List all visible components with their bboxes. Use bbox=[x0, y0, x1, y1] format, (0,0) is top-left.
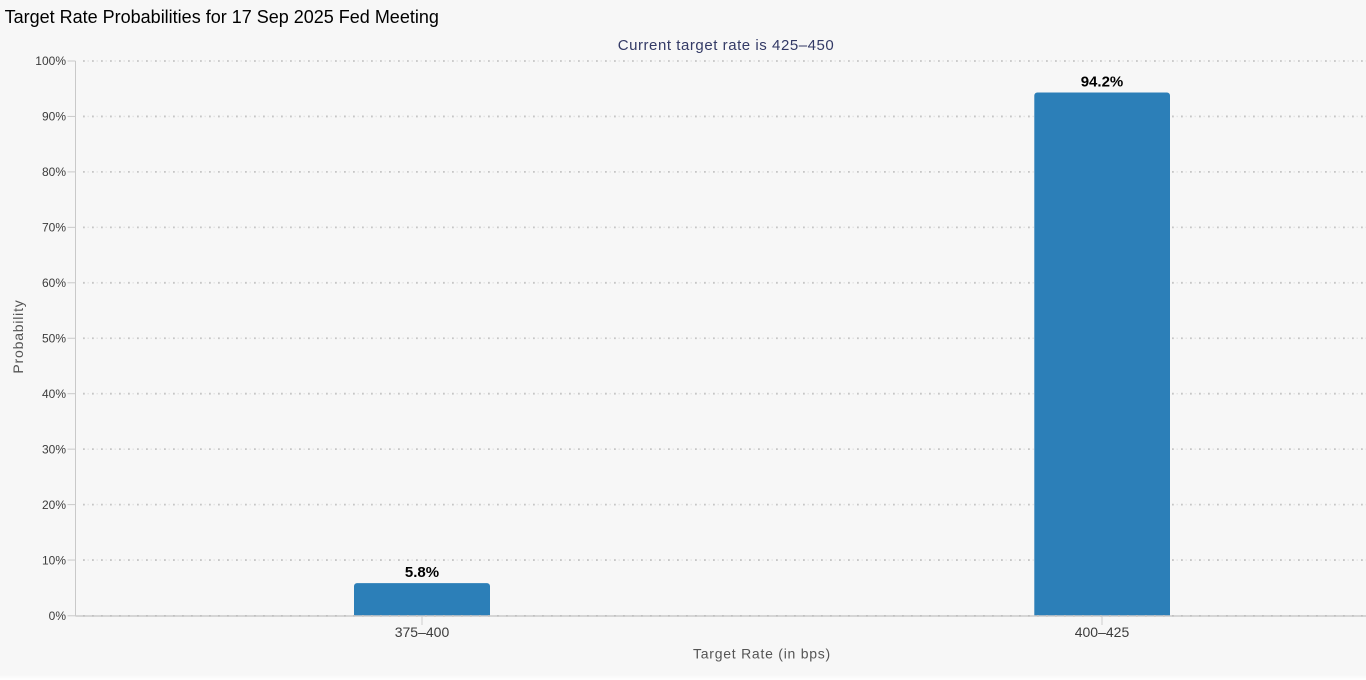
svg-text:50%: 50% bbox=[42, 331, 66, 345]
svg-text:60%: 60% bbox=[42, 276, 66, 290]
svg-text:5.8%: 5.8% bbox=[405, 564, 439, 581]
svg-text:Target Rate (in bps): Target Rate (in bps) bbox=[693, 646, 831, 662]
svg-text:400–425: 400–425 bbox=[1075, 624, 1130, 640]
svg-text:30%: 30% bbox=[42, 442, 66, 456]
svg-text:10%: 10% bbox=[42, 553, 66, 567]
svg-text:Probability: Probability bbox=[10, 299, 26, 373]
svg-text:20%: 20% bbox=[42, 498, 66, 512]
svg-text:90%: 90% bbox=[42, 110, 66, 124]
svg-text:100%: 100% bbox=[35, 54, 66, 68]
svg-text:70%: 70% bbox=[42, 221, 66, 235]
svg-text:80%: 80% bbox=[42, 165, 66, 179]
svg-text:94.2%: 94.2% bbox=[1081, 74, 1124, 91]
svg-text:40%: 40% bbox=[42, 387, 66, 401]
svg-text:Target Rate Probabilities for: Target Rate Probabilities for 17 Sep 202… bbox=[5, 7, 439, 27]
svg-text:0%: 0% bbox=[49, 609, 67, 623]
svg-text:375–400: 375–400 bbox=[395, 624, 450, 640]
svg-text:Current target rate is 425–450: Current target rate is 425–450 bbox=[618, 37, 835, 54]
